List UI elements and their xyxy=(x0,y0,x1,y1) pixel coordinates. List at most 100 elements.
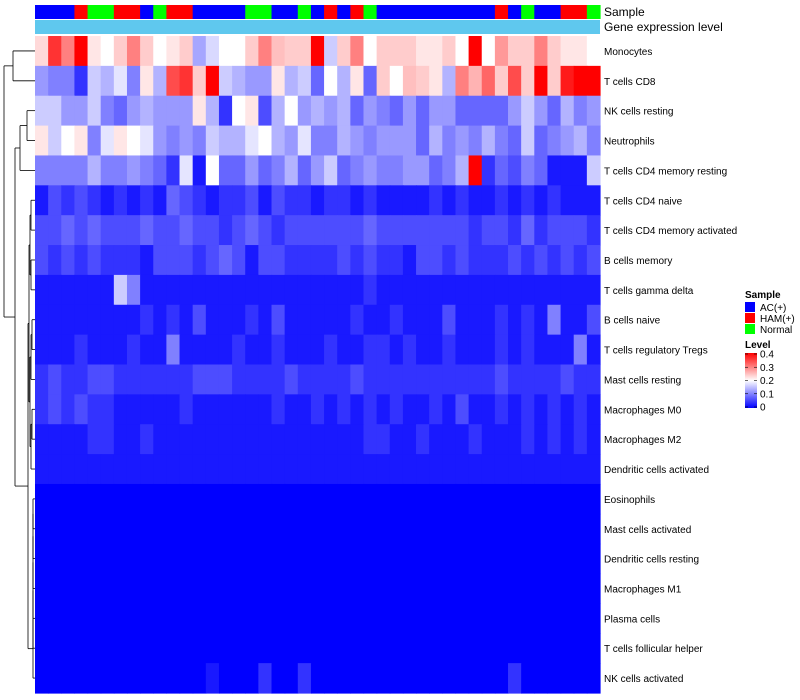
heatmap-cell xyxy=(153,424,167,455)
heatmap-cell xyxy=(258,513,273,545)
heatmap-cell xyxy=(100,364,115,395)
heatmap-cell xyxy=(113,36,128,67)
heatmap-cell xyxy=(363,454,378,485)
heatmap-cell xyxy=(508,185,522,216)
heatmap-cell xyxy=(74,424,89,455)
heatmap-cell xyxy=(205,394,220,425)
heatmap-cell xyxy=(205,454,220,485)
sample-legend: Sample AC(+)HAM(+)Normal xyxy=(745,290,795,336)
heatmap-cell xyxy=(284,245,299,276)
heatmap-cell xyxy=(402,573,417,605)
heatmap-cell xyxy=(310,215,325,246)
heatmap-cell xyxy=(74,155,89,186)
heatmap-cell xyxy=(429,454,443,485)
heatmap-cell xyxy=(508,454,522,485)
row-label: Macrophages M2 xyxy=(604,435,682,446)
heatmap-cell xyxy=(245,334,259,366)
heatmap-cell xyxy=(508,215,522,246)
sample-annotation-cell xyxy=(337,5,351,19)
heatmap-cell xyxy=(429,155,443,186)
heatmap-cell xyxy=(429,573,443,605)
heatmap-cell xyxy=(310,633,325,664)
heatmap-cell xyxy=(402,483,417,515)
heatmap-cell xyxy=(521,513,535,545)
heatmap-cell xyxy=(140,36,154,67)
heatmap-cell xyxy=(547,543,562,575)
sample-annotation-cell xyxy=(455,5,470,19)
heatmap-cell xyxy=(258,663,273,694)
heatmap-cell xyxy=(573,274,588,306)
heatmap-cell xyxy=(192,663,207,694)
heatmap-cell xyxy=(140,543,154,575)
heatmap-cell xyxy=(429,364,443,395)
heatmap-cell xyxy=(245,603,259,634)
heatmap-cell xyxy=(534,274,549,306)
heatmap-cell xyxy=(521,633,535,664)
heatmap-cell xyxy=(416,364,430,395)
heatmap-cell xyxy=(35,334,49,366)
heatmap-cell xyxy=(455,245,470,276)
heatmap-cell xyxy=(521,483,535,515)
heatmap-cell xyxy=(35,394,49,425)
heatmap-cell xyxy=(245,215,259,246)
heatmap-cell xyxy=(126,245,141,276)
heatmap-cell xyxy=(192,125,207,157)
heatmap-cell xyxy=(547,633,562,664)
heatmap-cell xyxy=(376,513,391,545)
heatmap-cell xyxy=(455,215,470,246)
row-label: Mast cells activated xyxy=(604,525,691,536)
heatmap-cell xyxy=(74,364,89,395)
heatmap-cell xyxy=(153,245,167,276)
heatmap-cell xyxy=(337,185,351,216)
heatmap-cell xyxy=(113,125,128,157)
heatmap-cell xyxy=(324,513,338,545)
heatmap-cell xyxy=(481,245,496,276)
heatmap-cell xyxy=(560,125,575,157)
heatmap-cell xyxy=(87,603,102,634)
heatmap-cell xyxy=(232,95,246,127)
heatmap-cell xyxy=(521,155,535,186)
heatmap-cell xyxy=(310,304,325,336)
heatmap-cell xyxy=(179,155,194,186)
heatmap-cell xyxy=(389,245,404,276)
heatmap-cell xyxy=(363,65,378,97)
heatmap-cell xyxy=(100,543,115,575)
heatmap-cell xyxy=(547,603,562,634)
heatmap-cell xyxy=(337,95,351,127)
heatmap-cell xyxy=(402,364,417,395)
heatmap-cell xyxy=(455,633,470,664)
sample-annotation-cell xyxy=(416,5,430,19)
heatmap-cell xyxy=(324,603,338,634)
heatmap-cell xyxy=(74,543,89,575)
heatmap-cell xyxy=(429,513,443,545)
sample-annotation-cell xyxy=(74,5,89,19)
heatmap-cell xyxy=(363,513,378,545)
heatmap-cell xyxy=(310,394,325,425)
heatmap-cell xyxy=(455,424,470,455)
heatmap-cell xyxy=(560,155,575,186)
heatmap-cell xyxy=(218,36,233,67)
heatmap-cell xyxy=(192,185,207,216)
heatmap-cell xyxy=(232,245,246,276)
heatmap-cell xyxy=(508,633,522,664)
heatmap-cell xyxy=(508,543,522,575)
heatmap-cell xyxy=(48,483,62,515)
heatmap-cell xyxy=(100,185,115,216)
heatmap-cell xyxy=(586,334,601,366)
heatmap-cell xyxy=(258,424,273,455)
heatmap-cell xyxy=(586,95,601,127)
heatmap-cell xyxy=(363,603,378,634)
heatmap-cell xyxy=(100,245,115,276)
heatmap-cell xyxy=(508,274,522,306)
heatmap-cell xyxy=(508,513,522,545)
heatmap-cell xyxy=(481,125,496,157)
heatmap-cell xyxy=(35,483,49,515)
heatmap-cell xyxy=(442,215,457,246)
heatmap-cell xyxy=(429,633,443,664)
heatmap-cell xyxy=(429,125,443,157)
heatmap-cell xyxy=(271,95,286,127)
level-legend-title: Level xyxy=(745,340,771,351)
heatmap-cell xyxy=(166,155,181,186)
heatmap-cell xyxy=(416,603,430,634)
heatmap-cell xyxy=(140,334,154,366)
